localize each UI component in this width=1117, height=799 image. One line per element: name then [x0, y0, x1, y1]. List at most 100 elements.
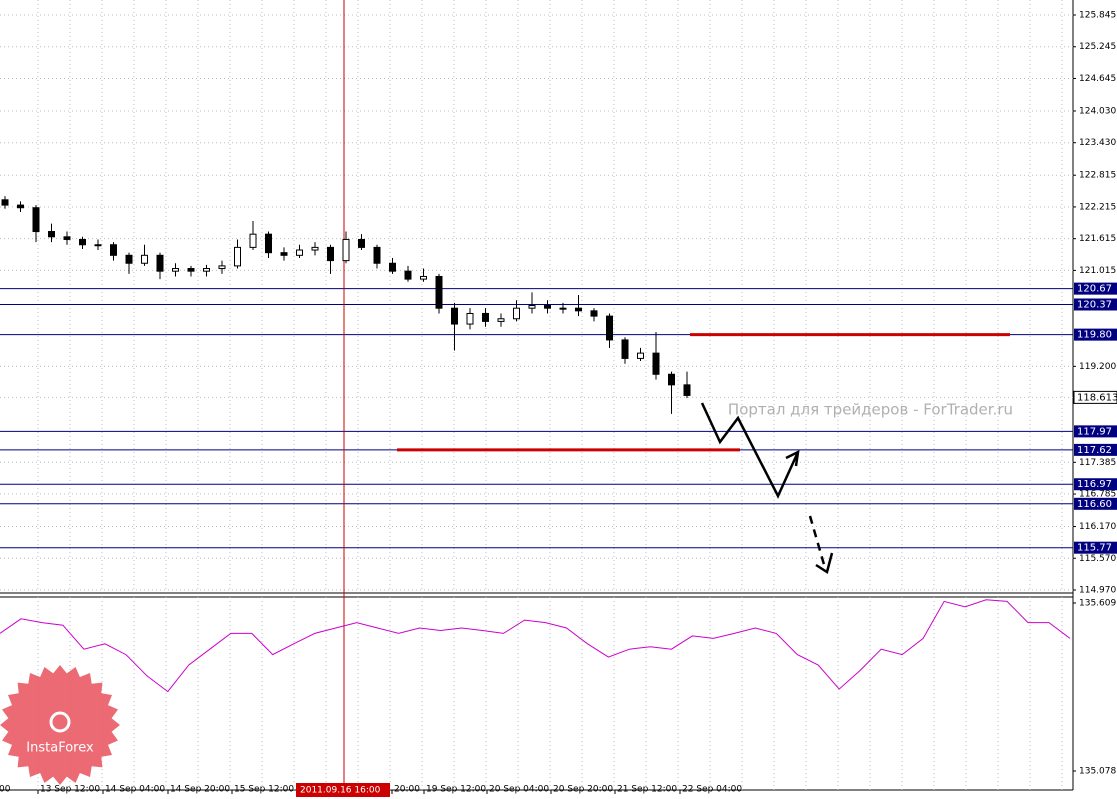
candle-body: [451, 307, 458, 325]
logo-text: InstaForex: [26, 741, 94, 756]
level-label: 120.37: [1077, 299, 1112, 310]
candle-body: [280, 252, 288, 256]
candle-body: [482, 312, 489, 322]
candle-body: [141, 254, 148, 264]
candle-body: [265, 233, 272, 254]
level-label-box: [1074, 541, 1117, 554]
candle-body: [544, 305, 551, 309]
candle-body: [637, 352, 644, 359]
candle-body: [203, 268, 210, 272]
candle-body: [435, 275, 443, 309]
y-tick-label: 116.785: [1079, 490, 1116, 500]
y-tick-label: 123.430: [1079, 138, 1116, 148]
x-tick-label: 13 Sep 12:00: [40, 785, 100, 795]
indicator-line: [0, 599, 1071, 693]
y-tick-label: 119.200: [1079, 362, 1116, 372]
y-tick-label: 122.215: [1079, 202, 1116, 212]
candle-body: [48, 231, 55, 238]
candle-body: [63, 236, 71, 240]
y-tick-label: 125.845: [1079, 11, 1116, 21]
arrow-head: [815, 552, 834, 574]
x-tick-label: 20 Sep 20:00: [553, 785, 613, 795]
candle-body: [1, 199, 9, 206]
x-tick-label: 20 Sep 04:00: [489, 785, 549, 795]
level-label-box: [1074, 328, 1117, 341]
candle-body: [94, 244, 102, 247]
candle-body: [327, 246, 334, 262]
x-tick-label: 20:00: [394, 785, 420, 795]
level-label: 117.62: [1077, 445, 1112, 456]
level-label: 117.97: [1077, 426, 1112, 437]
x-tick-label: 14 Sep 04:00: [105, 785, 165, 795]
logo-badge: [0, 665, 120, 785]
level-label: 115.77: [1077, 543, 1112, 554]
x-tick-label: p 20:00: [0, 785, 11, 795]
candle-body: [621, 339, 629, 359]
level-label: 120.67: [1077, 284, 1112, 295]
y2-tick-label: 135.078: [1079, 767, 1116, 777]
y-tick-label: 114.970: [1079, 585, 1116, 595]
candle-body: [575, 307, 582, 312]
logo-icon: [49, 711, 71, 733]
candle-body: [125, 254, 133, 264]
level-label-box: [1074, 282, 1117, 295]
candle-body: [110, 244, 117, 256]
level-label-box: [1074, 425, 1117, 438]
arrow-path: [700, 402, 800, 499]
candle-body: [311, 246, 319, 251]
level-label-box: [1074, 497, 1117, 510]
candle-body: [358, 238, 365, 248]
level-label-box: [1074, 478, 1117, 491]
y-tick-label: 121.615: [1079, 234, 1116, 244]
candle-body: [466, 312, 474, 325]
candle-body: [32, 207, 40, 233]
candle-body: [668, 373, 675, 386]
candle-body: [187, 268, 195, 272]
price-label-box: [1073, 390, 1117, 404]
candle-body: [373, 246, 381, 264]
x-tick-label: 21 Sep 12:00: [617, 785, 677, 795]
y-tick-label: 124.030: [1079, 106, 1116, 116]
y-tick-label: 115.570: [1079, 554, 1116, 564]
candle-body: [513, 307, 520, 320]
x-tick-label: 19 Sep 12:00: [426, 785, 486, 795]
y2-tick-label: 135.609: [1079, 599, 1116, 609]
level-label: 116.60: [1077, 499, 1112, 510]
marker-label: 2011.09.16 16:00: [300, 786, 381, 796]
marker-label-box: [296, 783, 390, 797]
arrow-dashed: [808, 515, 827, 569]
candle-body: [404, 270, 412, 280]
arrow-head: [785, 449, 800, 467]
candle-body: [389, 262, 396, 272]
candle-body: [172, 268, 179, 272]
candle-body: [497, 318, 505, 322]
candle-body: [590, 310, 598, 317]
y-tick-label: 124.645: [1079, 74, 1116, 84]
watermark: Портал для трейдеров - ForTrader.ru: [728, 401, 1013, 419]
candle-body: [559, 307, 567, 310]
candle-body: [342, 238, 350, 262]
x-tick-label: 14 Sep 20:00: [170, 785, 230, 795]
candle-body: [17, 204, 24, 209]
candle-body: [79, 238, 86, 246]
level-label-box: [1074, 443, 1117, 456]
y-tick-label: 116.170: [1079, 522, 1116, 532]
forecast-arrows: [700, 402, 834, 574]
candle-body: [528, 305, 536, 309]
x-tick-label: 22 Sep 04:00: [682, 785, 742, 795]
candle-body: [606, 315, 613, 341]
level-label-box: [1074, 298, 1117, 311]
current-price-label: 118.613: [1077, 392, 1117, 403]
candle-body: [234, 246, 241, 267]
y-tick-label: 121.015: [1079, 266, 1116, 276]
candle-body: [683, 384, 691, 396]
level-label: 116.97: [1077, 479, 1112, 490]
candle-body: [652, 352, 660, 375]
candle-body: [296, 249, 303, 256]
candle-body: [156, 254, 164, 272]
x-tick-label: 15 Sep 12:00: [234, 785, 294, 795]
candle-body: [249, 233, 257, 248]
y-tick-label: 117.385: [1079, 458, 1116, 468]
